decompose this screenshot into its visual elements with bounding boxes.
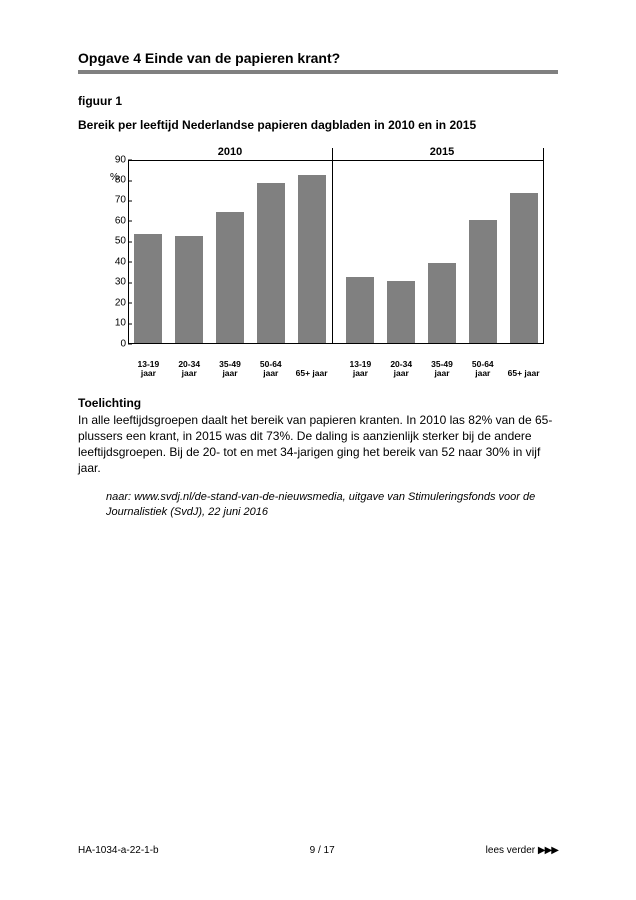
x-tick-label: 50-64 jaar: [252, 360, 290, 378]
y-tick: 20: [84, 297, 126, 308]
y-tick: 10: [84, 318, 126, 329]
x-tick-label: 65+ jaar: [505, 369, 543, 378]
footer-continue: lees verder ▶▶▶: [486, 845, 558, 856]
footer-doc-id: HA-1034-a-22-1-b: [78, 845, 159, 856]
y-tick: 70: [84, 195, 126, 206]
bar: [298, 175, 326, 343]
x-axis: [128, 343, 544, 344]
bar: [216, 212, 244, 343]
y-tick: 60: [84, 215, 126, 226]
chart-top-border: [128, 160, 544, 161]
figure-caption: Bereik per leeftijd Nederlandse papieren…: [78, 118, 558, 134]
bar: [257, 183, 285, 342]
page-footer: HA-1034-a-22-1-b 9 / 17 lees verder ▶▶▶: [78, 845, 558, 856]
x-tick-label: 50-64 jaar: [464, 360, 502, 378]
x-tick-label: 35-49 jaar: [423, 360, 461, 378]
y-tick: 50: [84, 236, 126, 247]
panel-title: 2010: [200, 146, 260, 158]
y-tick: 90: [84, 154, 126, 165]
x-tick-label: 20-34 jaar: [170, 360, 208, 378]
source-text: naar: www.svdj.nl/de-stand-van-de-nieuws…: [106, 490, 558, 520]
y-tick: 30: [84, 277, 126, 288]
explanation-text: In alle leeftijdsgroepen daalt het berei…: [78, 412, 558, 477]
bar: [428, 263, 456, 343]
bar: [346, 277, 374, 342]
assignment-title: Opgave 4 Einde van de papieren krant?: [78, 50, 558, 70]
x-tick-label: 13-19 jaar: [129, 360, 167, 378]
y-tick: 80: [84, 175, 126, 186]
panel-title: 2015: [412, 146, 472, 158]
x-tick-label: 35-49 jaar: [211, 360, 249, 378]
x-tick-label: 20-34 jaar: [382, 360, 420, 378]
figure-label: figuur 1: [78, 94, 558, 108]
bar: [510, 193, 538, 342]
bar: [469, 220, 497, 343]
y-axis: [128, 160, 129, 344]
panel-separator: [332, 148, 333, 344]
continue-arrow-icon: ▶▶▶: [538, 845, 558, 856]
explanation-label: Toelichting: [78, 396, 558, 410]
bar: [387, 281, 415, 342]
y-tick: 40: [84, 256, 126, 267]
title-rule: [78, 70, 558, 74]
chart-right-border: [543, 148, 544, 344]
y-tick: 0: [84, 338, 126, 349]
bar: [175, 236, 203, 342]
x-tick-label: 65+ jaar: [293, 369, 331, 378]
x-tick-label: 13-19 jaar: [341, 360, 379, 378]
reach-chart: % 01020304050607080902010201513-19 jaar2…: [84, 148, 544, 378]
bar: [134, 234, 162, 342]
footer-page-number: 9 / 17: [310, 845, 335, 856]
